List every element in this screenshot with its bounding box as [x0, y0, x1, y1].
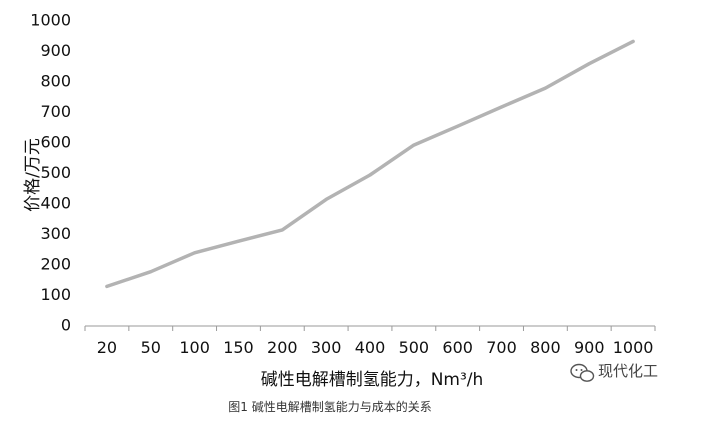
wechat-icon — [570, 363, 595, 382]
x-tick-label: 100 — [179, 338, 210, 357]
x-tick-label: 400 — [355, 338, 386, 357]
x-tick-label: 20 — [97, 338, 117, 357]
y-tick-label: 600 — [40, 133, 71, 152]
data-point — [236, 239, 240, 243]
x-tick-label: 700 — [486, 338, 517, 357]
data-point — [193, 251, 197, 255]
x-tick-label: 300 — [311, 338, 342, 357]
y-axis-title: 价格/万元 — [23, 138, 43, 212]
x-tick-label: 600 — [442, 338, 473, 357]
watermark: 现代化工 — [570, 362, 658, 382]
x-tick-label: 800 — [530, 338, 561, 357]
y-tick-label: 400 — [40, 194, 71, 213]
y-tick-label: 0 — [61, 316, 71, 335]
x-tick-label: 500 — [399, 338, 430, 357]
figure-caption: 图1 碱性电解槽制氢能力与成本的关系 — [228, 399, 431, 414]
x-tick-label: 900 — [574, 338, 605, 357]
data-point — [368, 173, 372, 177]
data-point — [631, 39, 635, 43]
data-point — [324, 197, 328, 201]
y-tick-label: 200 — [40, 255, 71, 274]
x-tick-label: 50 — [141, 338, 161, 357]
y-tick-label: 700 — [40, 102, 71, 121]
y-tick-label: 900 — [40, 41, 71, 60]
series-line — [105, 39, 635, 289]
data-point — [280, 228, 284, 232]
y-tick-label: 100 — [40, 285, 71, 304]
data-point — [412, 143, 416, 147]
x-tick-label: 1000 — [613, 338, 654, 357]
x-axis-title: 碱性电解槽制氢能力，Nm³/h — [261, 370, 484, 390]
data-point — [500, 105, 504, 109]
y-tick-label: 1000 — [30, 11, 71, 30]
x-axis-ticks: 20 50 100 150 200 300 400 500 600 700 800 900 1000 — [84, 326, 656, 357]
data-point — [105, 284, 109, 288]
data-points — [105, 39, 635, 288]
watermark-text: 现代化工 — [598, 362, 658, 380]
data-point — [543, 86, 547, 90]
x-tick-label: 200 — [267, 338, 298, 357]
y-tick-label: 300 — [40, 224, 71, 243]
y-tick-label: 500 — [40, 163, 71, 182]
x-tick-label: 150 — [223, 338, 254, 357]
y-axis-ticks: 0 100 200 300 400 500 600 700 800 900 1000 — [30, 11, 71, 335]
data-point — [587, 62, 591, 66]
data-point — [456, 124, 460, 128]
data-point — [149, 270, 153, 274]
y-tick-label: 800 — [40, 72, 71, 91]
